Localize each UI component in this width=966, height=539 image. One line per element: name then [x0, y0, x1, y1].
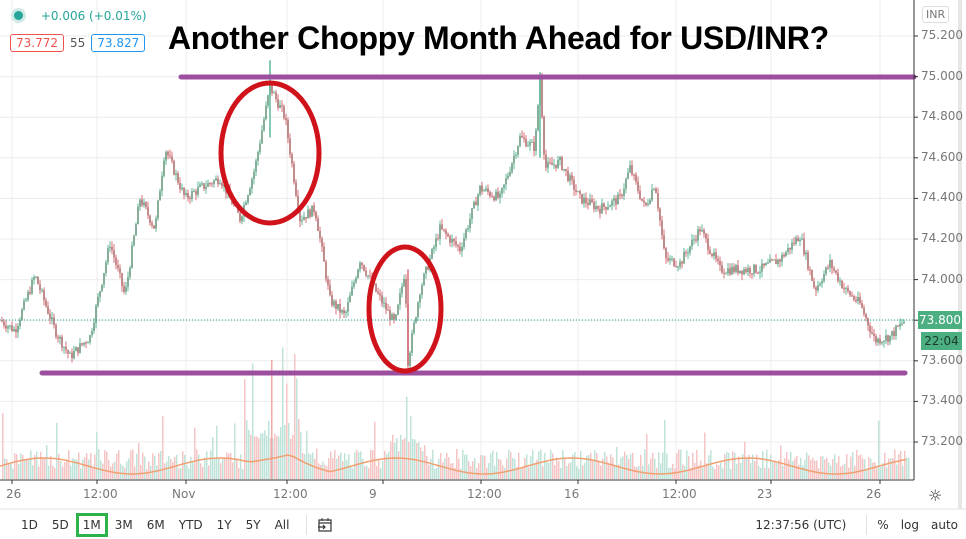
symbol-legend: +0.006 (+0.01%): [10, 8, 147, 23]
time-axis-label: 23: [757, 487, 773, 501]
price-axis-label: 73.600: [921, 352, 963, 367]
bottom-toolbar: 1D 5D 1M 3M 6M YTD 1Y 5Y All 12:37:56 (U…: [0, 510, 966, 539]
toolbar-separator: [866, 514, 868, 535]
market-status-icon: [14, 11, 23, 20]
volume-moving-average: [0, 454, 907, 475]
candlesticks: [1, 60, 905, 370]
price-axis-label: 74.200: [921, 231, 963, 245]
annotation-circle-dip[interactable]: [366, 244, 444, 374]
current-price-tag: 73.800: [918, 311, 962, 329]
range-1y-button[interactable]: 1Y: [216, 517, 232, 532]
price-change: +0.006 (+0.01%): [40, 8, 147, 23]
price-ticks: [914, 35, 918, 443]
currency-badge[interactable]: INR: [922, 6, 950, 23]
price-axis-label: 74.400: [921, 190, 963, 205]
sell-price-button[interactable]: 73.772: [10, 34, 64, 52]
gear-icon[interactable]: ☼: [928, 486, 943, 505]
time-axis-label: 12:00: [273, 487, 308, 501]
time-axis-label: 16: [564, 487, 580, 501]
gridlines: [0, 0, 914, 480]
spread: 55: [70, 36, 86, 50]
range-6m-button[interactable]: 6M: [146, 517, 165, 532]
price-axis-label: 74.800: [921, 109, 963, 124]
time-axis-label: 12:00: [467, 487, 502, 501]
percent-toggle[interactable]: %: [877, 517, 889, 532]
time-axis-label: Nov: [172, 487, 196, 501]
toolbar-separator: [306, 514, 308, 535]
price-axis-label: 75.000: [921, 68, 963, 83]
time-axis-label: 12:00: [662, 487, 697, 501]
range-all-button[interactable]: All: [274, 517, 290, 532]
range-5d-button[interactable]: 5D: [51, 517, 69, 532]
price-axis-label: 74.000: [921, 271, 963, 286]
clock-time[interactable]: 12:37:56 (UTC): [755, 517, 847, 532]
range-3m-button[interactable]: 3M: [114, 517, 133, 532]
auto-toggle[interactable]: auto: [930, 517, 958, 532]
time-ticks: [11, 480, 881, 484]
price-axis-label: 73.400: [921, 393, 963, 408]
range-1m-button[interactable]: 1M: [75, 512, 108, 537]
time-axis-label: 12:00: [83, 487, 118, 501]
price-axis-label: 73.200: [921, 434, 963, 448]
price-axis-label: 75.200: [921, 28, 963, 42]
annotation-circle-spike[interactable]: [218, 80, 322, 226]
time-axis-label: 26: [866, 487, 882, 501]
log-toggle[interactable]: log: [900, 517, 919, 532]
range-5y-button[interactable]: 5Y: [245, 517, 261, 532]
date-range-icon[interactable]: [317, 517, 333, 532]
range-ytd-button[interactable]: YTD: [178, 517, 203, 532]
time-axis-label: 26: [6, 487, 22, 501]
chart-title: Another Choppy Month Ahead for USD/INR?: [168, 20, 829, 56]
quote-row: 73.772 55 73.827: [10, 34, 146, 52]
volume-bars: [2, 347, 910, 479]
buy-price-button[interactable]: 73.827: [91, 34, 146, 52]
range-1d-button[interactable]: 1D: [21, 517, 38, 532]
countdown-tag: 22:04: [921, 332, 962, 350]
price-axis-label: 74.600: [921, 149, 963, 164]
time-axis-label: 9: [369, 487, 377, 501]
